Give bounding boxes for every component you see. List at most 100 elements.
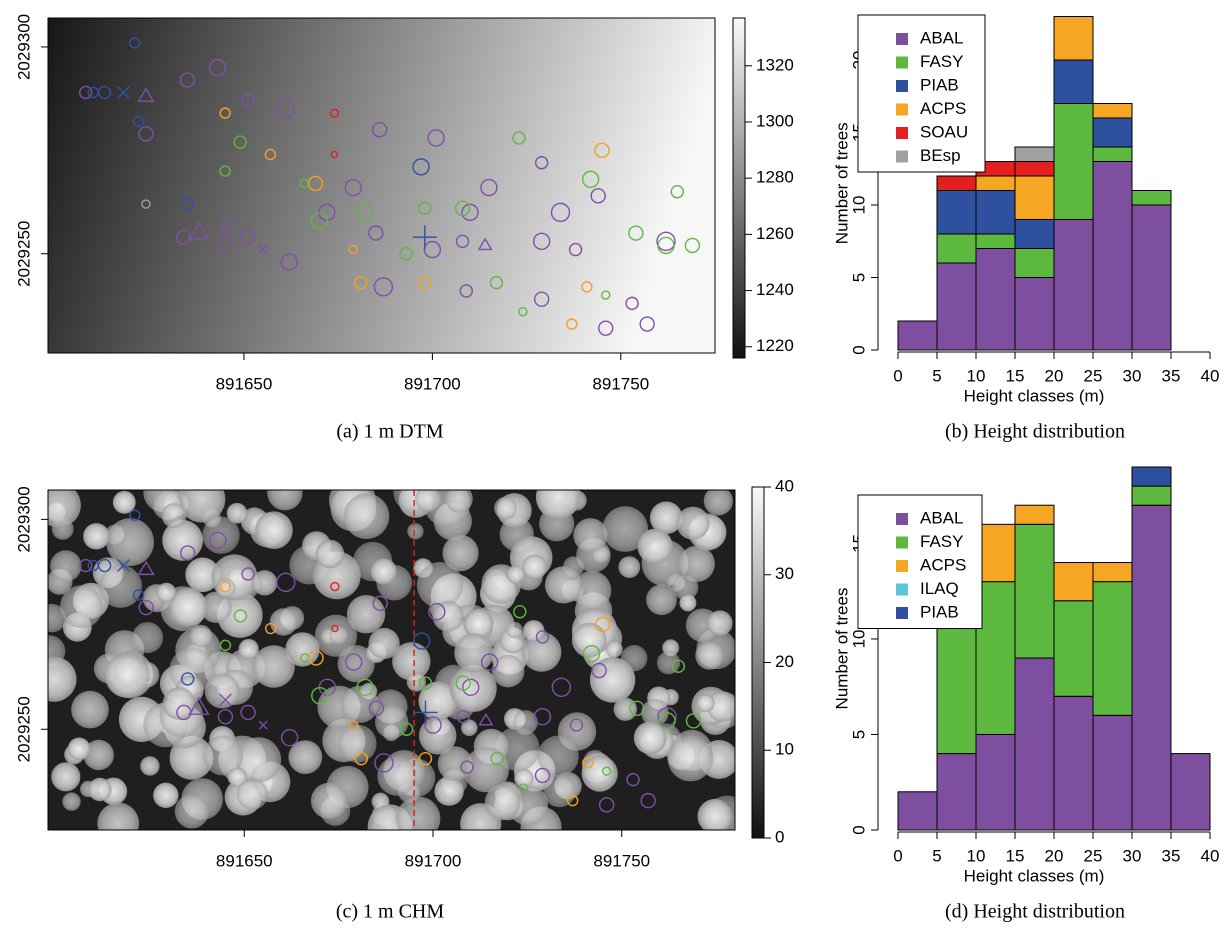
tree-marker — [656, 231, 676, 252]
canopy-crown — [236, 778, 268, 810]
tree-marker — [179, 545, 196, 561]
colorbar-tick-label: 40 — [775, 476, 794, 495]
tree-marker — [180, 197, 195, 211]
legend-label: PIAB — [920, 602, 959, 621]
tree-marker — [513, 605, 527, 619]
y-tick-label: 2029300 — [14, 14, 33, 80]
tree-marker — [137, 87, 155, 102]
plot-frame — [47, 489, 736, 831]
legend-swatch — [896, 103, 908, 116]
canopy-crown — [215, 578, 236, 598]
tree-marker — [356, 678, 374, 696]
x-tick-label: 891700 — [404, 374, 461, 393]
tree-marker — [412, 225, 437, 250]
tree-marker — [418, 751, 433, 766]
histogram-segment — [1131, 485, 1172, 506]
tree-marker — [640, 792, 656, 809]
tree-marker — [137, 560, 155, 576]
tree-marker — [354, 751, 369, 766]
caption: (a) 1 m DTM — [336, 421, 443, 443]
tree-marker — [399, 247, 413, 261]
colorbar — [732, 17, 746, 359]
tree-marker — [551, 677, 572, 697]
canopy-crown — [285, 632, 320, 667]
tree-marker — [534, 156, 549, 170]
tree-marker — [310, 211, 329, 230]
histogram-segment — [1014, 146, 1055, 162]
canopy-crown — [418, 681, 458, 721]
tree-marker — [657, 236, 675, 255]
canopy-crown — [484, 784, 521, 821]
canopy-crown — [97, 802, 140, 830]
tree-marker — [349, 720, 359, 730]
tree-marker — [412, 632, 431, 650]
canopy-crown — [51, 762, 81, 792]
legend-swatch — [896, 513, 908, 525]
canopy-crown — [514, 768, 534, 789]
legend-swatch — [896, 583, 908, 596]
canopy-crown — [88, 777, 112, 802]
legend-label: ACPS — [920, 555, 966, 574]
canopy-crown — [602, 506, 648, 552]
legend-label: ABAL — [920, 508, 963, 527]
tree-marker — [601, 290, 611, 300]
tree-marker — [594, 142, 610, 159]
colorbar-tick-label: 20 — [775, 652, 794, 671]
tree-marker — [219, 165, 231, 177]
histogram-segment — [1014, 161, 1055, 177]
tree-marker — [265, 622, 277, 635]
histogram-segment — [1053, 219, 1094, 351]
tree-marker — [138, 599, 154, 616]
tree-marker — [424, 716, 442, 734]
canopy-crown — [407, 523, 424, 540]
canopy-crown — [112, 490, 136, 514]
histogram-segment — [1092, 562, 1133, 583]
x-tick-label: 10 — [967, 846, 986, 865]
y-tick-label: 5 — [849, 273, 868, 282]
canopy-crown — [62, 792, 81, 811]
tree-marker — [582, 757, 594, 769]
histogram-segment — [1053, 562, 1094, 602]
tree-marker — [308, 650, 324, 666]
x-tick-label: 35 — [1162, 366, 1181, 385]
tree-marker — [128, 37, 141, 49]
canopy-crown — [506, 621, 523, 639]
x-tick-label: 20 — [1045, 846, 1064, 865]
tree-marker — [117, 559, 130, 573]
tree-marker — [240, 704, 256, 721]
map-panel — [48, 490, 735, 830]
canopy-crown — [396, 796, 441, 830]
legend-label: ABAL — [920, 28, 963, 47]
canopy-crown — [535, 490, 581, 520]
tree-marker — [219, 580, 232, 593]
histogram-segment — [1170, 753, 1211, 831]
canopy-crown — [672, 574, 699, 601]
tree-marker — [455, 675, 471, 691]
plot-frame — [47, 17, 716, 354]
tree-marker — [460, 760, 474, 774]
tree-marker — [188, 221, 210, 240]
histogram-segment — [1092, 117, 1133, 148]
canopy-crown — [521, 632, 562, 672]
tree-marker — [626, 772, 640, 787]
canopy-crown — [252, 645, 295, 688]
canopy-crown — [178, 490, 226, 523]
tree-marker — [629, 700, 645, 716]
tree-marker — [462, 678, 480, 696]
x-tick-label: 0 — [893, 366, 902, 385]
y-tick-label: 2029250 — [14, 221, 33, 287]
histogram-segment — [1053, 103, 1094, 220]
tree-marker — [97, 558, 112, 573]
tree-marker — [455, 234, 470, 249]
x-axis-label: Height classes (m) — [964, 386, 1105, 405]
tree-marker — [590, 188, 606, 204]
canopy-crown — [169, 588, 208, 627]
canopy-crown — [434, 776, 464, 806]
legend-swatch — [896, 607, 908, 619]
histogram-segment — [1014, 504, 1055, 525]
canopy-crown — [463, 608, 494, 639]
tree-marker — [217, 708, 234, 725]
x-tick-label: 25 — [1084, 846, 1103, 865]
tree-marker — [179, 72, 196, 88]
canopy-crown — [370, 558, 397, 585]
